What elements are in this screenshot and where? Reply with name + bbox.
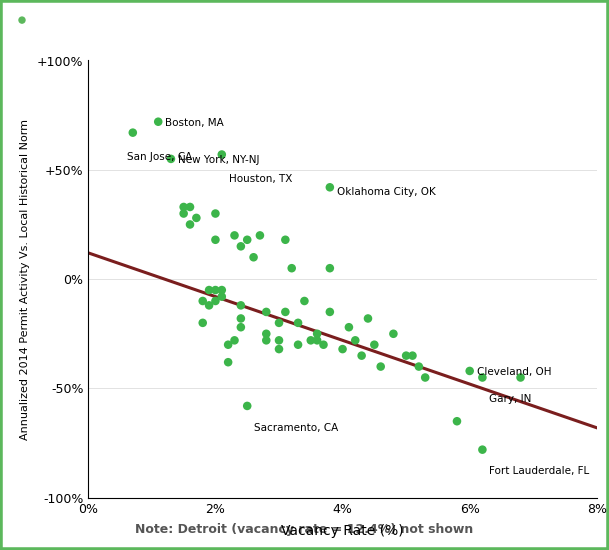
Point: [312, 336, 322, 345]
Point: [224, 358, 233, 367]
Point: [300, 296, 309, 305]
Point: [477, 373, 487, 382]
Point: [204, 285, 214, 294]
Point: [153, 117, 163, 126]
Text: trulia: trulia: [44, 14, 116, 38]
X-axis label: Vacancy Rate (%): Vacancy Rate (%): [281, 524, 404, 538]
Point: [261, 336, 271, 345]
Point: [211, 235, 220, 244]
Point: [274, 345, 284, 354]
Text: Note: Detroit (vacancy rate = 12.4%) not shown: Note: Detroit (vacancy rate = 12.4%) not…: [135, 523, 474, 536]
Point: [179, 202, 189, 211]
Point: [211, 209, 220, 218]
Point: [211, 285, 220, 294]
Polygon shape: [17, 22, 27, 32]
Point: [287, 264, 297, 273]
Point: [166, 155, 176, 163]
Point: [198, 318, 208, 327]
Text: Houston, TX: Houston, TX: [229, 174, 292, 184]
Point: [407, 351, 417, 360]
Point: [401, 351, 411, 360]
Point: [204, 301, 214, 310]
Point: [306, 336, 315, 345]
Point: [350, 336, 360, 345]
Text: Gary, IN: Gary, IN: [490, 394, 532, 404]
Point: [274, 318, 284, 327]
Point: [236, 301, 245, 310]
Point: [242, 235, 252, 244]
Point: [363, 314, 373, 323]
Point: [236, 314, 245, 323]
Point: [465, 366, 474, 375]
Point: [191, 213, 201, 222]
Point: [516, 373, 526, 382]
Point: [357, 351, 367, 360]
Point: [185, 220, 195, 229]
Point: [185, 202, 195, 211]
Point: [281, 235, 290, 244]
Point: [224, 340, 233, 349]
Point: [230, 231, 239, 240]
Point: [261, 329, 271, 338]
Point: [344, 323, 354, 332]
Point: [128, 128, 138, 137]
Text: Fort Lauderdale, FL: Fort Lauderdale, FL: [490, 466, 590, 476]
Text: New York, NY-NJ: New York, NY-NJ: [178, 155, 259, 164]
Point: [198, 296, 208, 305]
Point: [236, 323, 245, 332]
Point: [312, 329, 322, 338]
Point: [242, 402, 252, 410]
Point: [477, 446, 487, 454]
Text: Construction Permits and Vacancies: Construction Permits and Vacancies: [168, 17, 532, 35]
Point: [325, 307, 335, 316]
Point: [376, 362, 385, 371]
Point: [281, 307, 290, 316]
Point: [261, 307, 271, 316]
Point: [217, 285, 227, 294]
Point: [217, 292, 227, 301]
Point: [230, 336, 239, 345]
Point: [370, 340, 379, 349]
Text: San Jose, CA: San Jose, CA: [127, 152, 192, 162]
Point: [236, 242, 245, 251]
Point: [420, 373, 430, 382]
Circle shape: [19, 17, 25, 23]
Point: [179, 209, 189, 218]
Point: [274, 336, 284, 345]
Point: [293, 318, 303, 327]
Point: [293, 340, 303, 349]
Text: Sacramento, CA: Sacramento, CA: [254, 422, 339, 433]
Point: [248, 253, 258, 262]
Point: [337, 345, 347, 354]
Point: [217, 150, 227, 159]
Point: [211, 296, 220, 305]
Point: [319, 340, 328, 349]
Point: [325, 183, 335, 192]
Text: Oklahoma City, OK: Oklahoma City, OK: [337, 188, 435, 197]
Point: [325, 264, 335, 273]
Text: Boston, MA: Boston, MA: [165, 118, 224, 128]
Point: [414, 362, 424, 371]
Point: [452, 417, 462, 426]
Point: [389, 329, 398, 338]
Text: Cleveland, OH: Cleveland, OH: [477, 367, 551, 377]
Point: [255, 231, 265, 240]
Y-axis label: Annualized 2014 Permit Activity Vs. Local Historical Norm: Annualized 2014 Permit Activity Vs. Loca…: [20, 119, 30, 439]
Circle shape: [15, 13, 29, 27]
